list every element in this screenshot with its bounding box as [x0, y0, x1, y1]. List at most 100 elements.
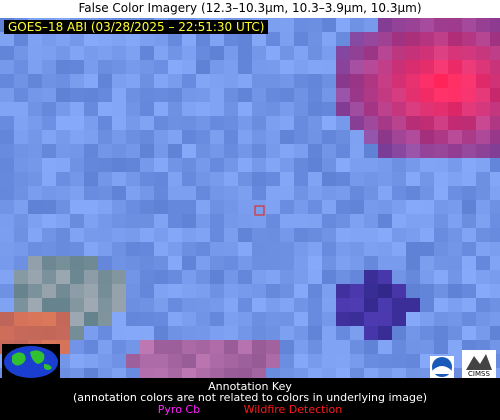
image-block — [364, 256, 378, 270]
image-block — [252, 270, 266, 284]
target-box — [254, 205, 265, 216]
image-block — [140, 354, 154, 368]
image-block — [364, 144, 378, 158]
image-block — [490, 102, 500, 116]
image-block — [126, 74, 140, 88]
image-block — [476, 284, 490, 298]
image-block — [224, 60, 238, 74]
image-block — [490, 172, 500, 186]
image-block — [238, 130, 252, 144]
image-block — [336, 214, 350, 228]
image-block — [14, 102, 28, 116]
image-block — [322, 32, 336, 46]
image-block — [336, 74, 350, 88]
image-block — [168, 88, 182, 102]
image-block — [364, 130, 378, 144]
image-block — [0, 88, 14, 102]
image-block — [154, 60, 168, 74]
image-block — [406, 144, 420, 158]
image-block — [336, 186, 350, 200]
image-block — [98, 312, 112, 326]
image-block — [210, 172, 224, 186]
image-block — [98, 242, 112, 256]
image-block — [98, 186, 112, 200]
image-block — [224, 298, 238, 312]
image-block — [350, 270, 364, 284]
image-block — [294, 60, 308, 74]
image-block — [238, 214, 252, 228]
image-block — [168, 130, 182, 144]
image-block — [434, 200, 448, 214]
image-block — [182, 326, 196, 340]
image-block — [84, 298, 98, 312]
image-block — [364, 284, 378, 298]
image-block — [420, 144, 434, 158]
image-block — [490, 158, 500, 172]
image-block — [364, 354, 378, 368]
image-block — [224, 326, 238, 340]
image-block — [98, 256, 112, 270]
image-block — [28, 74, 42, 88]
image-block — [364, 60, 378, 74]
image-block — [294, 144, 308, 158]
image-block — [56, 312, 70, 326]
image-block — [406, 18, 420, 32]
image-block — [490, 256, 500, 270]
image-block — [210, 312, 224, 326]
image-block — [126, 130, 140, 144]
image-block — [98, 172, 112, 186]
image-block — [210, 270, 224, 284]
image-block — [294, 326, 308, 340]
image-block — [182, 354, 196, 368]
image-block — [448, 18, 462, 32]
image-block — [28, 102, 42, 116]
image-block — [168, 158, 182, 172]
image-block — [462, 270, 476, 284]
image-block — [392, 242, 406, 256]
image-block — [308, 270, 322, 284]
image-block — [154, 116, 168, 130]
image-block — [168, 186, 182, 200]
image-block — [140, 200, 154, 214]
image-block — [448, 270, 462, 284]
image-block — [168, 32, 182, 46]
image-block — [294, 368, 308, 378]
image-block — [70, 46, 84, 60]
image-block — [154, 88, 168, 102]
image-block — [322, 144, 336, 158]
image-block — [322, 214, 336, 228]
image-block — [112, 298, 126, 312]
image-block — [252, 284, 266, 298]
image-block — [266, 256, 280, 270]
image-texture — [0, 18, 500, 378]
image-block — [14, 74, 28, 88]
image-block — [126, 214, 140, 228]
image-block — [336, 326, 350, 340]
image-block — [224, 130, 238, 144]
image-block — [448, 116, 462, 130]
image-block — [140, 46, 154, 60]
image-block — [280, 116, 294, 130]
image-block — [490, 200, 500, 214]
image-block — [322, 228, 336, 242]
image-block — [476, 186, 490, 200]
image-block — [350, 102, 364, 116]
image-block — [266, 172, 280, 186]
image-block — [140, 368, 154, 378]
image-block — [462, 88, 476, 102]
image-block — [420, 88, 434, 102]
image-block — [266, 214, 280, 228]
image-block — [322, 158, 336, 172]
image-block — [294, 102, 308, 116]
image-block — [168, 256, 182, 270]
image-block — [280, 256, 294, 270]
image-block — [168, 326, 182, 340]
image-block — [84, 284, 98, 298]
image-block — [0, 46, 14, 60]
image-block — [70, 102, 84, 116]
image-block — [14, 46, 28, 60]
image-block — [84, 60, 98, 74]
image-block — [280, 88, 294, 102]
image-block — [70, 228, 84, 242]
image-block — [28, 214, 42, 228]
